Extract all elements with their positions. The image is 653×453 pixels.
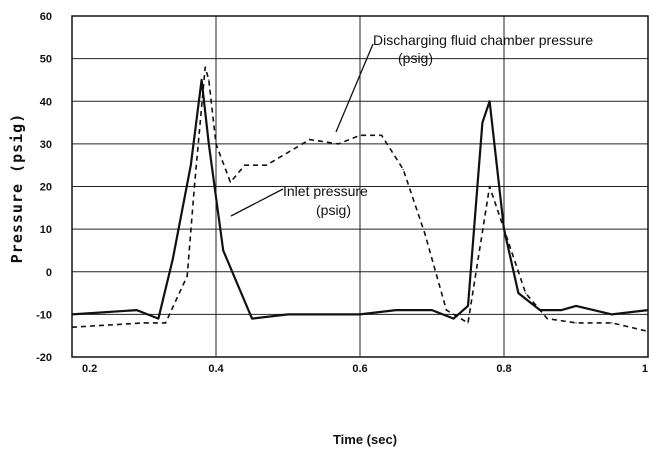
inlet-data-point [517,292,520,294]
discharging-annotation-line1: Discharging fluid chamber pressure [373,32,593,48]
discharging-data-point [204,66,206,68]
inlet-data-point [453,318,455,320]
x-tick-label: 1 [642,363,648,375]
inlet-data-point [467,305,469,307]
inlet-pressure-series [71,78,649,320]
discharging-data-point [445,309,447,311]
inlet-data-point [561,309,563,311]
discharging-data-point [503,228,505,230]
discharging-data-point [215,143,217,145]
discharging-leader-line [335,43,374,133]
inlet-data-point [359,313,361,315]
discharging-data-point [287,151,289,153]
discharging-data-point [229,181,231,183]
discharging-data-point [265,164,267,166]
inlet-data-point [172,258,174,260]
inlet-data-point [575,305,577,307]
discharging-data-point [208,79,210,81]
y-tick-label: -10 [36,309,52,321]
inlet-data-point [611,313,613,315]
y-tick-label: -20 [36,352,52,364]
discharging-data-point [165,322,167,324]
discharging-data-point [193,185,195,188]
discharging-data-point [381,134,383,136]
inlet-data-point [323,313,325,315]
y-tick-label: 30 [40,139,52,151]
inlet-data-point [481,121,483,124]
inlet-data-point [237,283,239,286]
inlet-data-point [208,143,210,145]
discharging-annotation-line2: (psig) [398,50,433,66]
inlet-data-point [136,309,138,311]
discharging-data-point [546,318,548,320]
discharging-data-point [143,322,145,324]
discharging-data-point [575,322,577,324]
x-tick-label: 0.6 [352,363,367,375]
inlet-leader-line [230,188,284,217]
discharging-data-point [359,134,361,136]
discharging-data-point [186,275,188,277]
inlet-data-point [287,313,289,315]
discharging-data-point [337,143,339,145]
inlet-data-point [222,249,224,252]
y-tick-label: 20 [40,182,52,194]
inlet-data-point [201,79,203,81]
discharging-data-point [244,164,246,166]
discharging-data-point [309,139,311,141]
inlet-data-point [431,309,433,311]
y-tick-label: 40 [40,96,52,108]
x-tick-label: 0.4 [208,363,224,375]
tick-labels: 60 50 40 30 20 10 0 -10 -20 0.2 0.4 0.6 0.8 1 [36,11,648,375]
inlet-data-point [157,318,159,320]
y-tick-label: 0 [46,267,52,279]
inlet-data-point [251,318,253,320]
discharging-data-point [525,292,527,294]
x-tick-label: 0.8 [496,363,511,375]
y-axis-label: Pressure (psig) [8,113,26,263]
discharging-data-point [402,168,404,171]
y-tick-label: 10 [40,224,52,236]
inlet-data-point [489,100,491,102]
inlet-annotation-line2: (psig) [316,202,351,218]
inlet-data-point [395,309,397,311]
discharging-data-point [424,232,426,234]
y-tick-label: 50 [40,54,52,66]
discharging-data-point [467,322,469,324]
y-tick-label: 60 [40,11,52,23]
inlet-annotation-line1: Inlet pressure [283,183,368,199]
x-tick-label: 0.2 [82,363,97,375]
x-axis-label: Time (sec) [333,432,397,447]
discharging-data-point [611,322,613,324]
discharging-data-point [489,185,491,188]
annotations: Discharging fluid chamber pressure (psig)… [230,32,593,218]
inlet-data-point [190,164,192,166]
plot-frame [71,15,649,358]
